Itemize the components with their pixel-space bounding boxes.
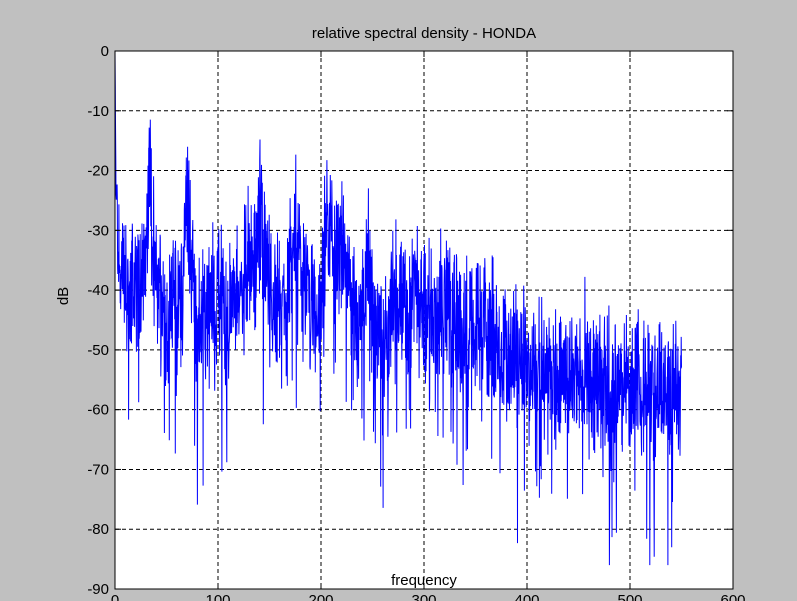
x-tick-label: 600 <box>720 592 745 601</box>
y-tick-label: 0 <box>101 43 109 60</box>
y-tick-label: -70 <box>87 461 109 478</box>
axis-ticks: 0 100 200 300 400 500 600 0 -10 -20 -30 -40 -50 -60 -7… <box>87 43 745 601</box>
spectral-density-line <box>114 50 682 566</box>
y-tick-label: -30 <box>87 222 109 239</box>
y-tick-label: -60 <box>87 402 109 419</box>
y-tick-label: -80 <box>87 521 109 538</box>
x-axis-label: frequency <box>391 572 457 589</box>
y-tick-label: -10 <box>87 103 109 120</box>
data-series <box>114 50 682 566</box>
y-tick-label: -90 <box>87 581 109 598</box>
x-tick-label: 300 <box>411 592 436 601</box>
x-tick-label: 200 <box>308 592 333 601</box>
x-tick-label: 500 <box>617 592 642 601</box>
x-tick-label: 100 <box>205 592 230 601</box>
x-tick-label: 0 <box>111 592 119 601</box>
y-tick-label: -20 <box>87 163 109 180</box>
y-tick-label: -40 <box>87 282 109 299</box>
chart-title: relative spectral density - HONDA <box>312 25 536 42</box>
x-tick-label: 400 <box>514 592 539 601</box>
y-axis-label: dB <box>55 287 72 305</box>
y-tick-label: -50 <box>87 342 109 359</box>
